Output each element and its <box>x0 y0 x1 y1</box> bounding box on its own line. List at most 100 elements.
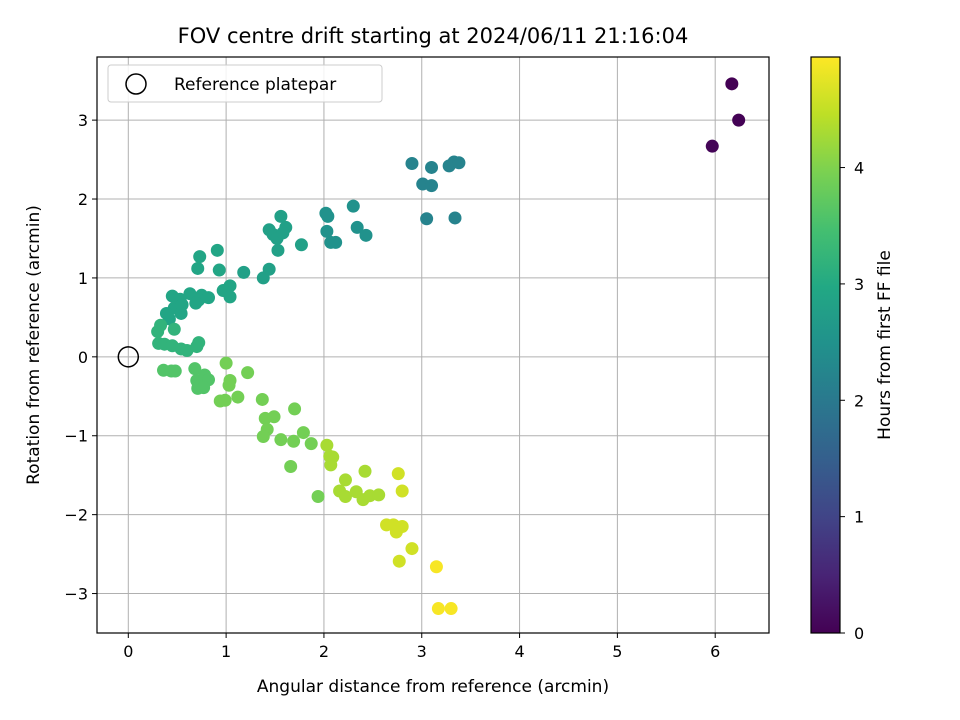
reference-platepar-marker <box>117 346 140 368</box>
data-point <box>329 235 343 249</box>
legend-marker-reference-platepar <box>125 73 147 95</box>
data-point <box>395 484 409 498</box>
y-tick-label: −2 <box>64 506 88 525</box>
grid-lines <box>97 57 769 633</box>
data-point <box>287 434 301 448</box>
data-point <box>288 402 302 416</box>
data-point <box>338 473 352 487</box>
data-point <box>732 113 746 127</box>
colorbar-ticks: 0 1 2 3 4 <box>840 159 864 643</box>
data-point <box>151 325 165 339</box>
colorbar-tick-label: 1 <box>854 508 864 527</box>
data-point <box>167 322 181 336</box>
colorbar-tick-label: 3 <box>854 275 864 294</box>
data-point <box>212 263 226 277</box>
data-point <box>218 393 232 407</box>
data-point <box>231 390 245 404</box>
x-axis-ticks: 0 1 2 3 4 5 6 <box>123 633 720 661</box>
colorbar-tick-label: 2 <box>854 391 864 410</box>
legend-box <box>107 64 383 103</box>
data-point <box>276 226 290 240</box>
data-point <box>210 243 224 257</box>
plot-frame <box>96 56 770 634</box>
data-point <box>338 489 352 503</box>
data-point <box>372 488 386 502</box>
data-point <box>256 430 270 444</box>
data-point <box>304 437 318 451</box>
x-tick-label: 2 <box>319 642 329 661</box>
x-tick-label: 5 <box>612 642 622 661</box>
data-point <box>444 602 458 616</box>
colorbar-label: Hours from first FF file <box>875 250 895 440</box>
data-point <box>429 560 443 574</box>
data-point <box>321 209 335 223</box>
data-point <box>392 554 406 568</box>
data-point <box>274 209 288 223</box>
data-point <box>320 224 334 238</box>
y-tick-label: 1 <box>78 269 88 288</box>
colorbar-gradient <box>810 56 841 634</box>
data-point <box>175 298 189 312</box>
data-point <box>350 220 364 234</box>
data-point <box>320 438 334 452</box>
data-point <box>202 291 216 305</box>
data-point <box>431 602 445 616</box>
data-point <box>271 243 285 257</box>
chart-title: FOV centre drift starting at 2024/06/11 … <box>178 24 689 48</box>
data-point <box>222 378 236 392</box>
data-point <box>296 426 310 440</box>
data-point <box>223 290 237 304</box>
data-point <box>267 410 281 424</box>
y-tick-label: 2 <box>78 190 88 209</box>
data-point <box>705 139 719 153</box>
colorbar: 0 1 2 3 4 Hours from first FF file <box>810 56 895 643</box>
data-point <box>448 211 462 225</box>
data-point <box>294 238 308 252</box>
legend-entry-reference-platepar: Reference platepar <box>174 75 336 95</box>
data-point <box>389 525 403 539</box>
data-point <box>284 460 298 474</box>
data-point <box>192 336 206 350</box>
x-tick-label: 1 <box>221 642 231 661</box>
data-point <box>197 381 211 395</box>
data-point <box>274 433 288 447</box>
data-point <box>405 157 419 171</box>
colorbar-tick-label: 4 <box>854 159 864 178</box>
y-tick-label: −3 <box>64 585 88 604</box>
data-point <box>219 356 233 370</box>
data-point <box>391 467 405 481</box>
data-point <box>168 364 182 378</box>
data-point <box>420 212 434 226</box>
y-tick-label: −1 <box>64 427 88 446</box>
x-tick-label: 0 <box>123 642 133 661</box>
legend: Reference platepar <box>107 64 383 103</box>
x-tick-label: 4 <box>514 642 524 661</box>
data-point <box>191 261 205 275</box>
data-point <box>405 542 419 556</box>
data-point <box>188 362 202 376</box>
data-point <box>324 458 338 472</box>
data-point <box>189 296 203 310</box>
x-tick-label: 6 <box>710 642 720 661</box>
data-point <box>452 156 466 170</box>
data-point <box>346 199 360 213</box>
y-axis-ticks: −3 −2 −1 0 1 2 3 <box>64 111 97 604</box>
data-points <box>151 77 746 616</box>
x-axis-label: Angular distance from reference (arcmin) <box>257 677 609 697</box>
data-point <box>237 265 251 279</box>
x-tick-label: 3 <box>417 642 427 661</box>
data-point <box>425 179 439 193</box>
y-tick-label: 0 <box>78 348 88 367</box>
data-point <box>241 366 255 380</box>
data-point <box>180 344 194 358</box>
data-point <box>255 392 269 406</box>
y-axis-label: Rotation from reference (arcmin) <box>24 205 44 485</box>
data-point <box>359 228 373 242</box>
data-point <box>256 271 270 285</box>
data-point <box>725 77 739 91</box>
data-point <box>358 464 372 478</box>
data-point <box>193 250 207 264</box>
data-point <box>311 489 325 503</box>
colorbar-tick-label: 0 <box>854 624 864 643</box>
